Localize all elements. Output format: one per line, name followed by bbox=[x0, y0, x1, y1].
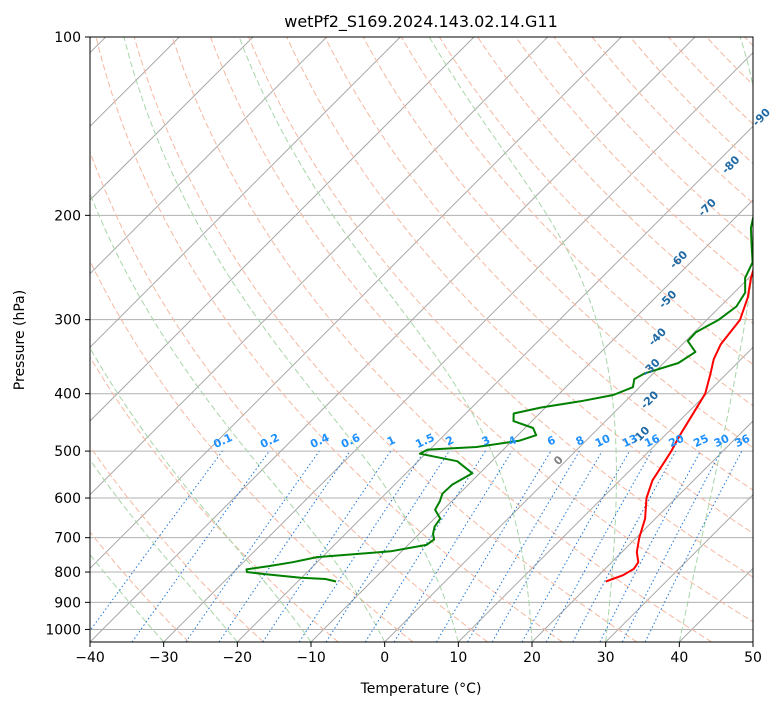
mixing-ratio-line bbox=[298, 450, 425, 642]
dry-adiabat-line bbox=[362, 37, 753, 449]
x-tick-label: −10 bbox=[296, 650, 326, 666]
y-axis-label: Pressure (hPa) bbox=[12, 290, 28, 390]
isotherm-line bbox=[163, 51, 753, 642]
dry-adiabat-line bbox=[324, 37, 753, 491]
dry-adiabat-line bbox=[133, 37, 638, 642]
isotherm-line bbox=[90, 37, 475, 422]
dry-adiabat-line bbox=[90, 531, 190, 642]
dry-adiabat-line bbox=[477, 37, 753, 325]
profile-lines bbox=[245, 214, 753, 583]
y-tick-label: 700 bbox=[54, 531, 81, 547]
y-tick-label: 800 bbox=[54, 565, 81, 581]
mixing-ratio-label: 16 bbox=[642, 432, 662, 450]
mixing-ratio-line bbox=[262, 450, 392, 642]
isotherm-line bbox=[90, 37, 328, 275]
mixing-ratio-line bbox=[521, 450, 630, 642]
x-tick-label: 10 bbox=[449, 650, 467, 666]
dry-adiabat-line bbox=[438, 37, 753, 366]
isotherm-line bbox=[90, 37, 549, 496]
y-tick-label: 300 bbox=[54, 313, 81, 329]
y-tick-label: 200 bbox=[54, 208, 81, 224]
isotherm-line bbox=[90, 37, 696, 642]
mixing-ratio-line bbox=[131, 450, 270, 642]
moist-adiabat-line bbox=[678, 37, 753, 642]
x-tick-label: 0 bbox=[380, 650, 389, 666]
mixing-ratio-line bbox=[393, 450, 513, 642]
moist-adiabat-line bbox=[238, 37, 533, 642]
isotherm-line bbox=[90, 37, 254, 201]
dewpoint-profile-line bbox=[245, 214, 753, 583]
x-tick-label: −30 bbox=[149, 650, 179, 666]
reference-lines bbox=[90, 37, 753, 642]
y-tick-label: 600 bbox=[54, 491, 81, 507]
isotherm-line bbox=[531, 420, 753, 642]
dry-adiabat-line bbox=[95, 37, 563, 642]
x-tick-label: −20 bbox=[223, 650, 253, 666]
dry-adiabat-line bbox=[286, 37, 753, 534]
mixing-ratio-line bbox=[218, 450, 351, 642]
y-tick-label: 1000 bbox=[45, 622, 81, 638]
chart-title: wetPf2_S169.2024.143.02.14.G11 bbox=[284, 12, 558, 32]
mixing-ratio-line bbox=[644, 450, 743, 642]
mixing-ratio-label: 36 bbox=[733, 432, 753, 450]
x-tick-label: 30 bbox=[597, 650, 615, 666]
dry-adiabat-line bbox=[171, 37, 712, 642]
mixing-ratio-label: 25 bbox=[691, 432, 710, 450]
y-tick-label: 500 bbox=[54, 444, 81, 460]
temperature-profile-line bbox=[605, 267, 753, 583]
mixing-ratio-line bbox=[90, 450, 223, 632]
moist-adiabat-line bbox=[428, 37, 617, 642]
isotherm-line bbox=[90, 37, 401, 349]
moist-adiabat-line bbox=[90, 192, 386, 642]
dry-adiabat-line bbox=[90, 356, 339, 642]
plot-frame bbox=[89, 36, 754, 643]
mixing-ratio-label: 30 bbox=[712, 432, 732, 450]
moist-adiabat-line bbox=[90, 459, 238, 642]
mixing-ratio-label: 13 bbox=[620, 432, 639, 450]
isotherm-line bbox=[605, 493, 753, 642]
mixing-ratio-label: 10 bbox=[593, 432, 613, 450]
x-tick-label: 20 bbox=[523, 650, 541, 666]
isotherm-line bbox=[457, 346, 753, 642]
x-axis-label: Temperature (°C) bbox=[360, 681, 482, 697]
isotherm-line bbox=[384, 272, 753, 642]
x-tick-label: 40 bbox=[670, 650, 688, 666]
x-tick-label: −40 bbox=[75, 650, 105, 666]
x-axis-ticks: −40 −30 −20 −10 0 10 20 30 40 50 bbox=[75, 642, 762, 666]
y-axis-ticks: 100 200 300 400 500 600 700 800 900 1000 bbox=[45, 30, 90, 638]
y-tick-label: 900 bbox=[54, 595, 81, 611]
moist-adiabat-line bbox=[90, 553, 165, 642]
mixing-ratio-line bbox=[572, 450, 677, 642]
y-tick-label: 400 bbox=[54, 387, 81, 403]
plot-background bbox=[90, 37, 753, 642]
mixing-ratio-line bbox=[185, 450, 320, 642]
y-tick-label: 100 bbox=[54, 30, 81, 46]
isotherm-line bbox=[90, 37, 622, 570]
mixing-ratio-line bbox=[545, 450, 653, 642]
moist-adiabat-line bbox=[90, 347, 312, 642]
mixing-ratio-label: 20 bbox=[667, 432, 687, 450]
isotherm-line bbox=[236, 125, 753, 642]
dry-adiabat-line bbox=[90, 150, 488, 642]
x-tick-label: 50 bbox=[744, 650, 762, 666]
mixing-ratio-line bbox=[325, 450, 450, 642]
moist-adiabat-line bbox=[123, 37, 459, 642]
